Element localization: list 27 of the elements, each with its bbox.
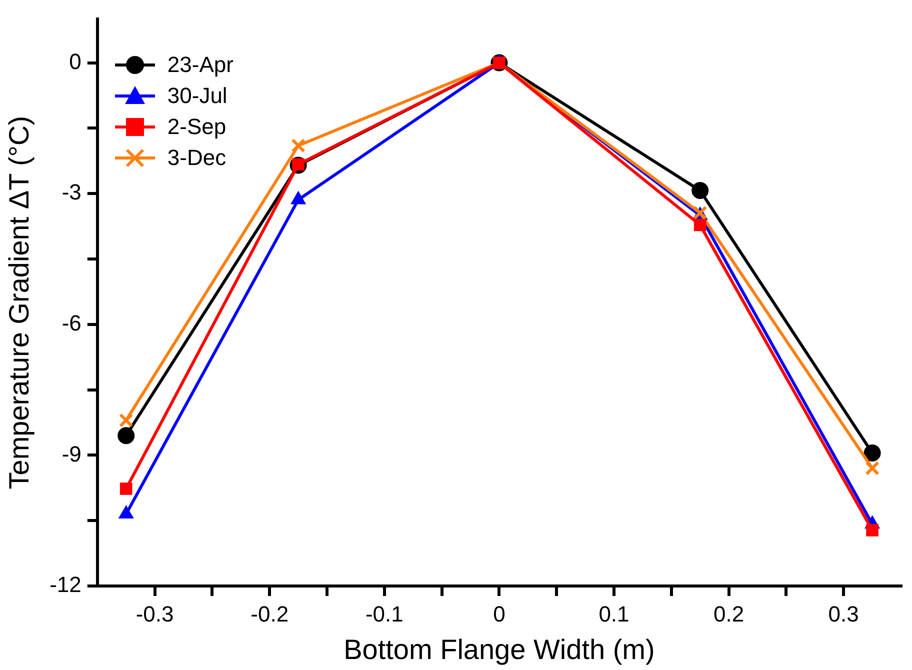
point [865,461,880,476]
y-axis-title: Temperature Gradient ΔT (°C) [4,116,35,490]
legend-label: 3-Dec [167,144,226,171]
point [118,413,134,428]
y-tick-label: -6 [62,310,82,336]
y-tick-label: -3 [62,180,82,205]
y-tick-label: -9 [62,441,82,466]
x-tick-label: 0 [493,601,506,626]
x-tick-label: -0.3 [136,601,174,626]
y-tick-label: -12 [50,572,82,598]
x-tick-label: 0.2 [714,601,744,626]
x-tick-label: 0.1 [598,601,630,626]
point [120,482,132,495]
point [291,138,306,153]
x-tick-label: -0.2 [250,601,289,626]
point [864,444,881,462]
x-tick-label: -0.1 [365,601,404,626]
point [118,427,135,444]
legend-label: 2-Sep [167,114,226,140]
y-tick-label: 0 [69,48,82,74]
x-tick-label: 0.3 [828,601,859,626]
x-axis-title: Bottom Flange Width (m) [344,634,655,665]
point [694,218,706,232]
point [866,524,878,536]
legend-label: 23-Apr [167,52,234,78]
point [692,182,709,200]
legend-label: 30-Jul [167,82,228,109]
